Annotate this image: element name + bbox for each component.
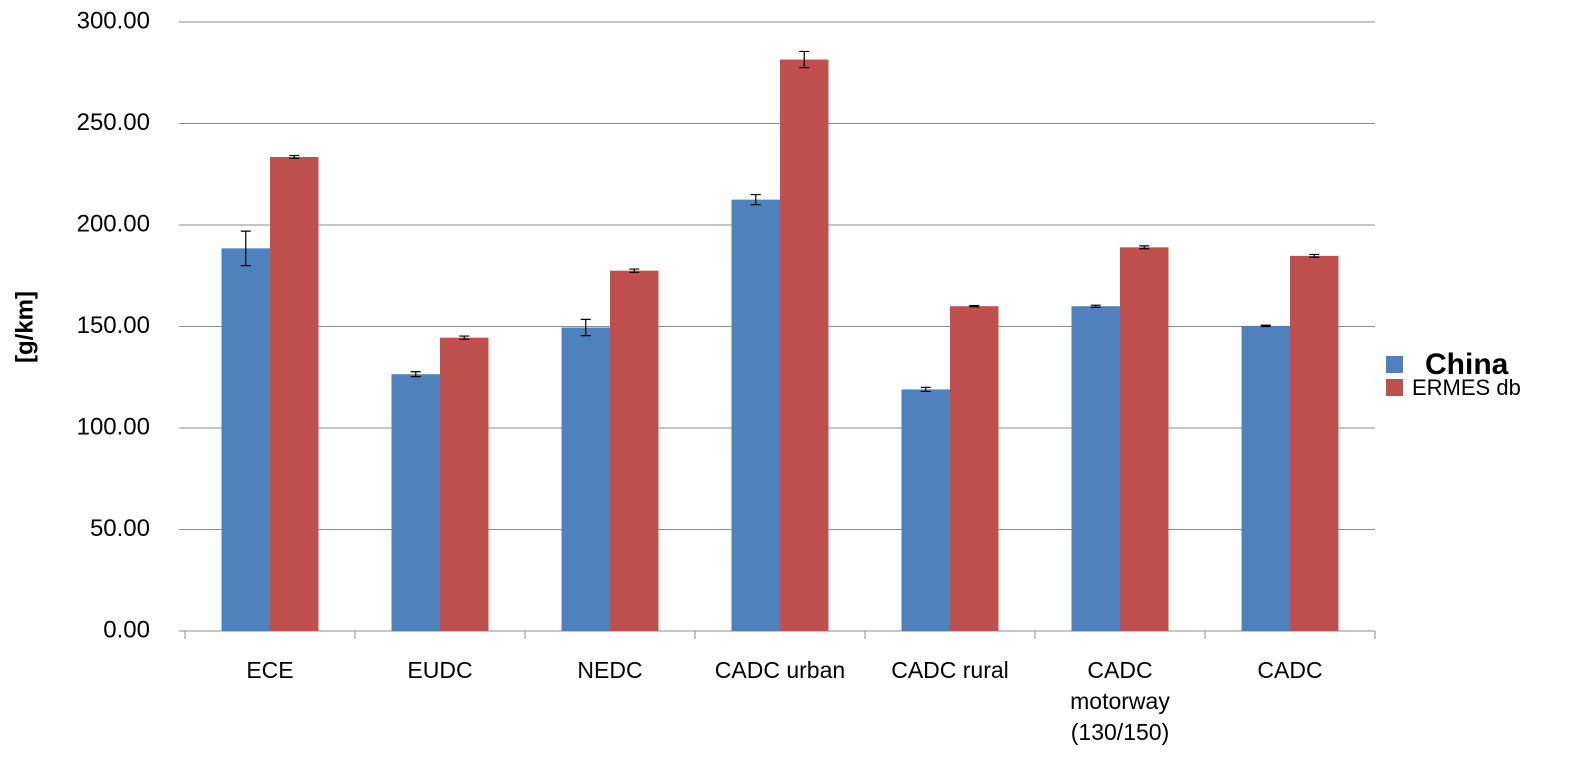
error-bar [629,268,640,273]
legend-swatch [1386,379,1403,396]
bar [221,248,270,631]
error-bar [1139,245,1150,250]
bar [1120,247,1169,631]
bar [950,306,999,631]
x-tick-label: CADC urban [714,657,846,683]
error-bar [799,50,810,69]
legend-label: China [1425,348,1509,381]
error-bar [1090,304,1101,308]
y-axis-label: [g/km] [11,291,38,363]
y-tick-label: 150.00 [77,312,150,339]
y-tick-label: 250.00 [77,109,150,136]
bar [270,156,319,631]
error-bar [410,371,421,378]
x-tick-label: CADC motorway (130/150) [1070,657,1170,745]
bar [1241,325,1290,631]
error-bar [289,154,300,160]
error-bar [920,386,931,393]
y-tick-label: 300.00 [77,7,150,34]
bar [440,337,489,631]
bar [731,199,780,631]
x-tick-label: CADC [1257,657,1323,683]
bar [1071,306,1120,631]
x-tick-label: NEDC [577,657,643,683]
y-tick-label: 200.00 [77,210,150,237]
bar [1290,255,1339,631]
legend-label: ERMES db [1412,375,1521,400]
bar [391,374,440,631]
error-bar [750,193,761,206]
y-tick-label: 0.00 [103,616,150,643]
error-bar [580,318,591,337]
bar [610,270,659,631]
error-bar [459,335,470,340]
error-bar [240,230,251,267]
x-tick-label: ECE [246,657,294,683]
bar [561,327,610,631]
bar [901,389,950,631]
x-tick-label: EUDC [407,657,473,683]
y-tick-label: 50.00 [90,515,150,542]
error-bar [1260,324,1271,328]
legend-swatch [1386,356,1403,373]
bar [780,59,829,632]
y-tick-label: 100.00 [77,413,150,440]
x-tick-label: CADC rural [891,657,1009,683]
error-bar [969,304,980,308]
error-bar [1309,253,1320,258]
